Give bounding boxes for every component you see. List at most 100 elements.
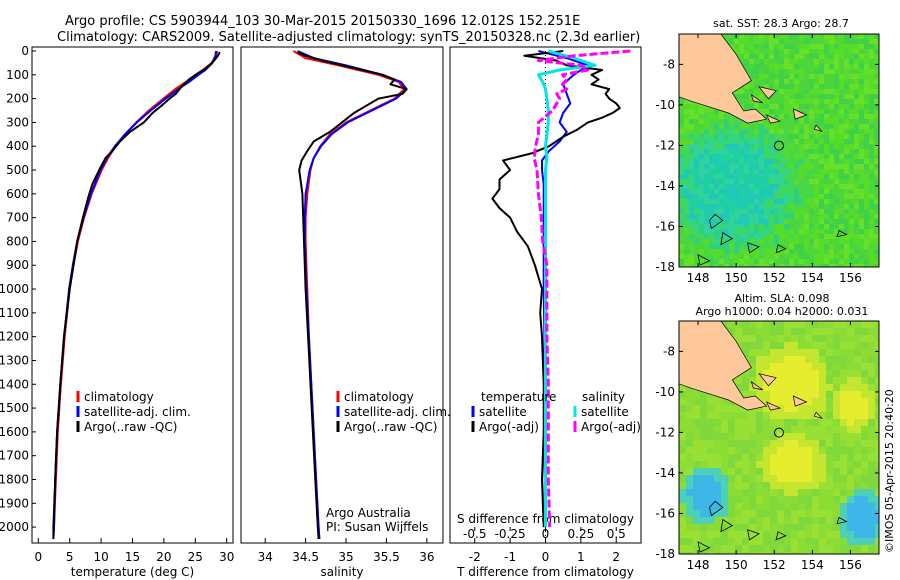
sst-map-cell [784, 219, 789, 224]
sst-map-cell [759, 84, 764, 89]
sla-map-cell [749, 384, 756, 391]
sst-map-cell [809, 84, 814, 89]
sla-map-cell [819, 349, 826, 356]
sst-map-cell [754, 59, 759, 64]
sla-map-cell [735, 503, 742, 510]
sst-map-cell [709, 144, 714, 149]
sst-map-cell [844, 214, 849, 219]
sla-map-cell [777, 363, 784, 370]
sla-map-cell [826, 405, 833, 412]
sst-map-cell [709, 119, 714, 124]
difference-panel: -2 -1 0 1 2T difference from climatology-0.5… [449, 46, 642, 579]
sla-map-cell [707, 538, 714, 545]
sla-map-cell [826, 370, 833, 377]
sst-map-cell [684, 184, 689, 189]
sst-map-cell [714, 139, 719, 144]
sst-map-cell [804, 249, 809, 254]
sst-map-cell [714, 214, 719, 219]
sst-map-cell [874, 104, 879, 109]
sst-map-cell [814, 204, 819, 209]
sst-map-cell [809, 204, 814, 209]
sla-map-cell [728, 447, 735, 454]
sst-map-cell [864, 229, 869, 234]
sla-map-cell [693, 503, 700, 510]
sst-map-cell [679, 209, 684, 214]
sst-map-cell [779, 34, 784, 39]
sst-map-cell [844, 229, 849, 234]
sla-map-cell [714, 412, 721, 419]
sst-map-cell [714, 159, 719, 164]
depth-tick-label: 2000 [0, 520, 29, 534]
sst-map-cell [789, 34, 794, 39]
sst-map-cell [839, 129, 844, 134]
sla-map-cell [875, 503, 879, 510]
sst-map-cell [799, 194, 804, 199]
sst-map-cell [779, 184, 784, 189]
sla-map-cell [805, 517, 812, 524]
sst-map-cell [849, 164, 854, 169]
sla-map-cell [686, 496, 693, 503]
sst-map-cell [854, 129, 859, 134]
sst-map-cell [789, 209, 794, 214]
sst-map-cell [774, 214, 779, 219]
sla-map-cell [791, 426, 798, 433]
sst-map-cell [814, 194, 819, 199]
sst-map-cell [779, 149, 784, 154]
sla-map-cell [798, 468, 805, 475]
sst-map-cell [809, 99, 814, 104]
sla-map-reef-outline [720, 518, 734, 533]
sla-map-cell [770, 363, 777, 370]
sst-map-cell [799, 229, 804, 234]
sst-map-cell [854, 254, 859, 259]
sst-map-cell [799, 154, 804, 159]
sst-map-cell [874, 244, 879, 249]
sst-map-cell [824, 229, 829, 234]
sst-map-cell [754, 144, 759, 149]
sst-map-cell [849, 99, 854, 104]
sst-map-cell [779, 239, 784, 244]
sst-map-cell [749, 209, 754, 214]
sst-map-cell [744, 189, 749, 194]
sla-map-cell [770, 489, 777, 496]
sst-map-cell [704, 164, 709, 169]
sla-map-lat-label: -16 [655, 506, 675, 520]
sst-map-cell [689, 119, 694, 124]
sla-map-cell [728, 496, 735, 503]
sla-map-cell [833, 335, 840, 342]
sla-map-cell [805, 370, 812, 377]
sst-map-cell [744, 104, 749, 109]
sst-map-cell [809, 214, 814, 219]
sst-map-cell [779, 259, 784, 264]
sst-map-cell [834, 159, 839, 164]
sla-map-cell [763, 419, 770, 426]
sst-map-cell [864, 129, 869, 134]
sla-map-cell [819, 510, 826, 517]
sst-map-cell [824, 124, 829, 129]
sst-map-cell [779, 214, 784, 219]
sst-map-cell [829, 154, 834, 159]
sla-map-cell [777, 342, 784, 349]
sst-map-cell [849, 139, 854, 144]
sla-map-cell [798, 496, 805, 503]
sst-map-cell [804, 199, 809, 204]
sla-map-cell [742, 342, 749, 349]
sst-map-land-island [750, 93, 764, 104]
sst-map-cell [744, 159, 749, 164]
sst-map-lon-label: 152 [763, 271, 786, 285]
sst-map-cell [699, 139, 704, 144]
sst-map-cell [844, 84, 849, 89]
sst-map-cell [729, 114, 734, 119]
sla-map-cell [679, 426, 686, 433]
sla-map-cell [784, 468, 791, 475]
sla-map-cell [875, 391, 879, 398]
sst-map-cell [849, 54, 854, 59]
sla-map-cell [756, 419, 763, 426]
sst-map-cell [834, 74, 839, 79]
sst-map-cell [774, 44, 779, 49]
sla-map-cell [770, 482, 777, 489]
sla-map-cell [742, 391, 749, 398]
sst-map-cell [729, 144, 734, 149]
sst-map-cell [789, 259, 794, 264]
sst-map-cell [874, 254, 879, 259]
sst-map-cell [834, 164, 839, 169]
